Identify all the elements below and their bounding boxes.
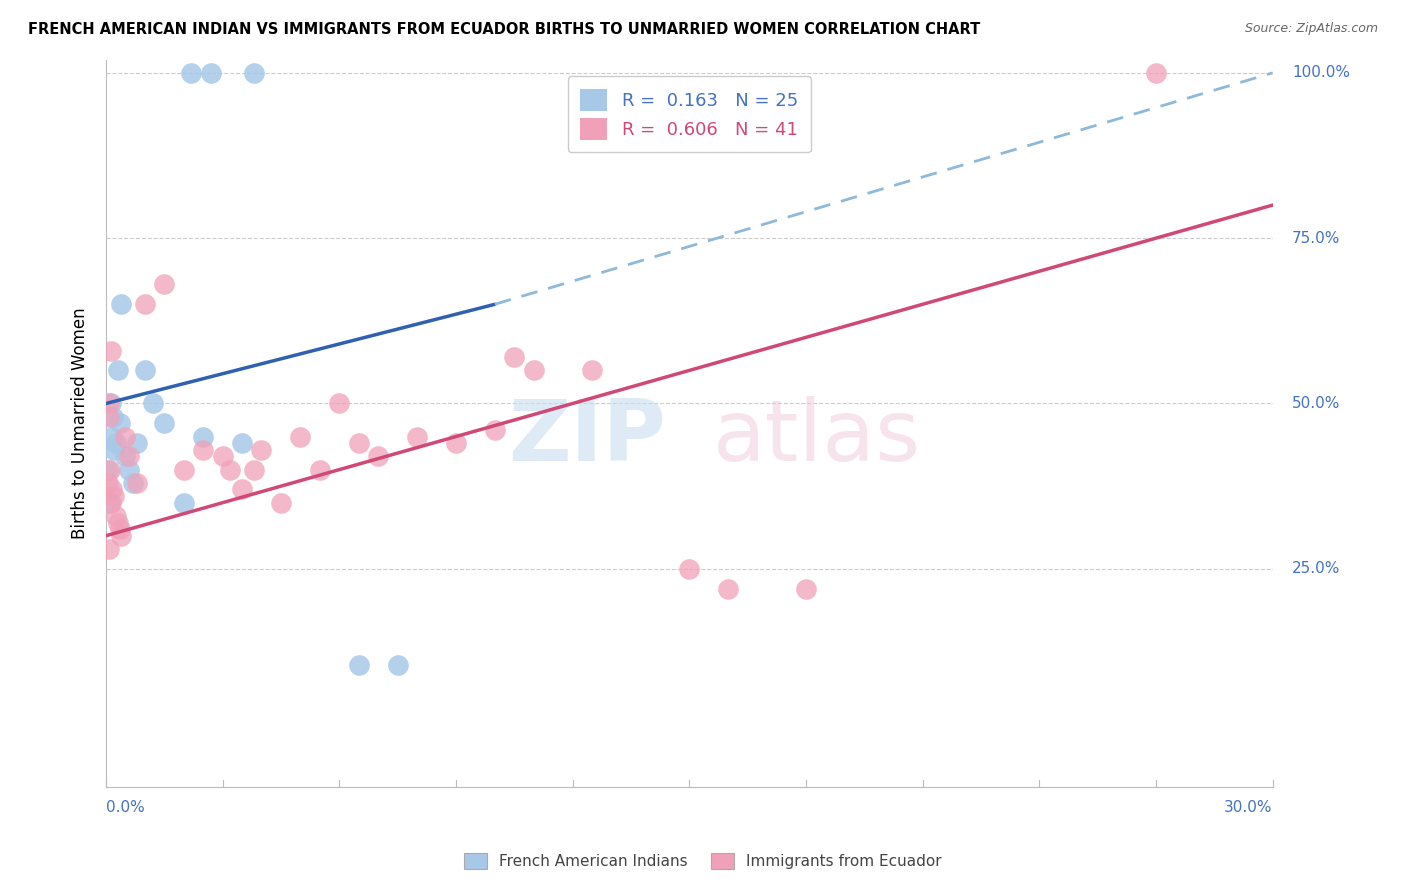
Point xyxy=(484,423,506,437)
Point xyxy=(387,657,409,672)
Point xyxy=(100,483,122,497)
Point xyxy=(1144,66,1167,80)
Text: 50.0%: 50.0% xyxy=(1292,396,1340,411)
Text: FRENCH AMERICAN INDIAN VS IMMIGRANTS FROM ECUADOR BIRTHS TO UNMARRIED WOMEN CORR: FRENCH AMERICAN INDIAN VS IMMIGRANTS FRO… xyxy=(28,22,980,37)
Point xyxy=(98,496,121,510)
Point xyxy=(134,297,156,311)
Point xyxy=(103,489,125,503)
Point xyxy=(98,541,121,556)
Text: 25.0%: 25.0% xyxy=(1292,561,1340,576)
Point xyxy=(153,417,176,431)
Point xyxy=(114,429,136,443)
Text: Source: ZipAtlas.com: Source: ZipAtlas.com xyxy=(1244,22,1378,36)
Point xyxy=(118,450,141,464)
Point xyxy=(678,562,700,576)
Point xyxy=(97,462,120,476)
Point xyxy=(270,496,292,510)
Point xyxy=(98,462,121,476)
Point xyxy=(242,462,264,476)
Text: 100.0%: 100.0% xyxy=(1292,65,1350,80)
Point xyxy=(101,409,124,424)
Point xyxy=(97,396,120,410)
Point xyxy=(581,363,603,377)
Point xyxy=(290,429,312,443)
Point xyxy=(142,396,165,410)
Point xyxy=(104,508,127,523)
Point xyxy=(173,462,195,476)
Point xyxy=(107,516,129,530)
Point xyxy=(134,363,156,377)
Text: 75.0%: 75.0% xyxy=(1292,231,1340,245)
Point xyxy=(103,442,125,457)
Point xyxy=(114,450,136,464)
Point xyxy=(406,429,429,443)
Point xyxy=(231,436,253,450)
Point xyxy=(107,363,129,377)
Point xyxy=(97,475,120,490)
Point xyxy=(180,66,202,80)
Point xyxy=(108,522,131,536)
Legend: French American Indians, Immigrants from Ecuador: French American Indians, Immigrants from… xyxy=(458,847,948,875)
Y-axis label: Births to Unmarried Women: Births to Unmarried Women xyxy=(72,308,89,539)
Point xyxy=(125,475,148,490)
Point xyxy=(211,450,233,464)
Point xyxy=(328,396,350,410)
Point xyxy=(173,496,195,510)
Point xyxy=(98,409,121,424)
Point xyxy=(110,297,132,311)
Point xyxy=(110,529,132,543)
Point xyxy=(191,442,214,457)
Point xyxy=(503,350,526,364)
Legend: R =  0.163   N = 25, R =  0.606   N = 41: R = 0.163 N = 25, R = 0.606 N = 41 xyxy=(568,76,811,153)
Point xyxy=(191,429,214,443)
Point xyxy=(100,343,122,358)
Point xyxy=(100,496,122,510)
Point xyxy=(200,66,222,80)
Point xyxy=(242,66,264,80)
Point xyxy=(717,582,740,596)
Point xyxy=(444,436,467,450)
Point xyxy=(153,277,176,292)
Point xyxy=(523,363,546,377)
Text: ZIP: ZIP xyxy=(508,396,666,479)
Point xyxy=(108,417,131,431)
Point xyxy=(122,475,145,490)
Point xyxy=(100,396,122,410)
Point xyxy=(100,429,122,443)
Point xyxy=(104,436,127,450)
Point xyxy=(231,483,253,497)
Point xyxy=(219,462,242,476)
Text: 0.0%: 0.0% xyxy=(105,800,145,815)
Text: atlas: atlas xyxy=(713,396,921,479)
Point xyxy=(308,462,330,476)
Point xyxy=(250,442,273,457)
Point xyxy=(125,436,148,450)
Point xyxy=(794,582,817,596)
Point xyxy=(347,657,370,672)
Point xyxy=(118,462,141,476)
Point xyxy=(347,436,370,450)
Text: 30.0%: 30.0% xyxy=(1225,800,1272,815)
Point xyxy=(367,450,389,464)
